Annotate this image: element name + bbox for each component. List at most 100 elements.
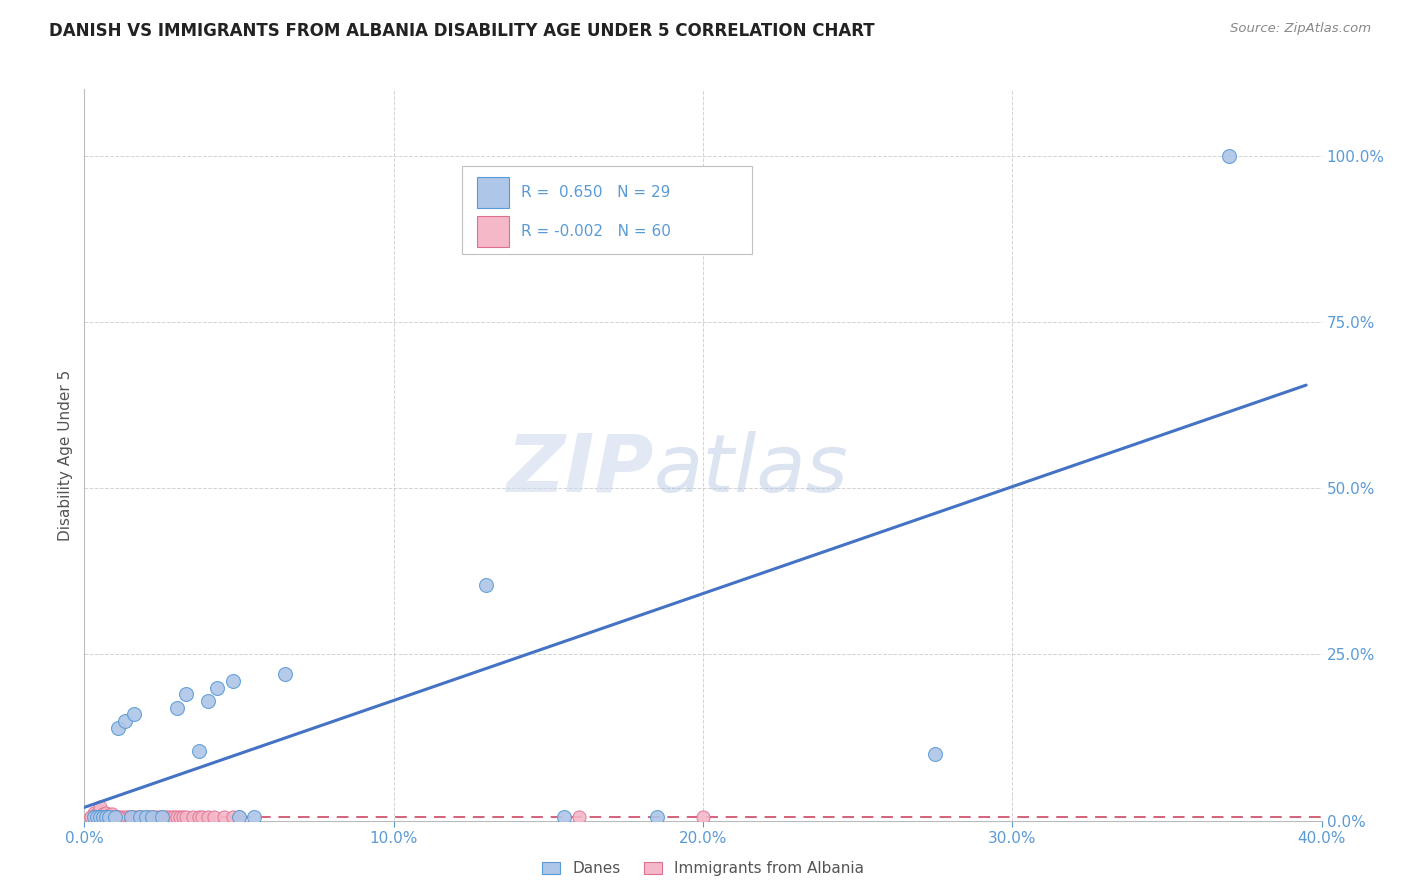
Point xyxy=(553,810,575,824)
Point xyxy=(176,810,198,824)
Point xyxy=(104,810,127,824)
Point xyxy=(89,800,111,814)
Point xyxy=(120,810,142,824)
Point xyxy=(114,714,136,728)
Point xyxy=(156,810,179,824)
Point xyxy=(166,700,188,714)
Point xyxy=(228,810,250,824)
Point xyxy=(692,810,714,824)
Point xyxy=(166,810,188,824)
Point xyxy=(207,681,229,695)
Point xyxy=(129,810,152,824)
Point xyxy=(91,810,114,824)
Point xyxy=(98,808,121,822)
Point xyxy=(243,810,266,824)
Point xyxy=(98,810,121,824)
FancyBboxPatch shape xyxy=(477,177,509,208)
Point xyxy=(150,810,173,824)
Point xyxy=(91,810,114,824)
Point xyxy=(94,805,117,820)
Point xyxy=(89,810,111,824)
Point xyxy=(222,673,245,688)
Point xyxy=(101,810,124,824)
Point xyxy=(86,810,108,824)
Point xyxy=(187,810,209,824)
Point xyxy=(132,810,155,824)
Point xyxy=(104,810,127,824)
Point xyxy=(107,721,129,735)
Text: Source: ZipAtlas.com: Source: ZipAtlas.com xyxy=(1230,22,1371,36)
Point xyxy=(86,807,108,822)
Y-axis label: Disability Age Under 5: Disability Age Under 5 xyxy=(58,369,73,541)
Point xyxy=(191,810,214,824)
Point xyxy=(274,667,297,681)
Point xyxy=(145,810,167,824)
Point xyxy=(187,744,209,758)
Text: atlas: atlas xyxy=(654,431,848,508)
Point xyxy=(135,810,157,824)
Point xyxy=(222,810,245,824)
Point xyxy=(107,810,129,824)
Text: DANISH VS IMMIGRANTS FROM ALBANIA DISABILITY AGE UNDER 5 CORRELATION CHART: DANISH VS IMMIGRANTS FROM ALBANIA DISABI… xyxy=(49,22,875,40)
Point xyxy=(475,577,498,591)
Point xyxy=(122,707,145,722)
Point xyxy=(79,810,101,824)
Point xyxy=(83,808,105,822)
Point xyxy=(163,810,186,824)
Point xyxy=(148,810,170,824)
Point xyxy=(83,810,105,824)
Point xyxy=(98,810,121,824)
Point xyxy=(172,810,194,824)
Point xyxy=(104,810,127,824)
Point xyxy=(101,807,124,822)
Point xyxy=(101,810,124,824)
Point xyxy=(645,810,668,824)
Point xyxy=(176,687,198,701)
Point xyxy=(120,810,142,824)
Point xyxy=(83,805,105,820)
Point xyxy=(94,810,117,824)
Legend: Danes, Immigrants from Albania: Danes, Immigrants from Albania xyxy=(536,855,870,882)
Text: R =  0.650   N = 29: R = 0.650 N = 29 xyxy=(522,185,671,200)
Point xyxy=(202,810,225,824)
Point xyxy=(91,810,114,824)
Point xyxy=(228,810,250,824)
Point xyxy=(160,810,183,824)
Point xyxy=(114,810,136,824)
Point xyxy=(568,810,591,824)
Point xyxy=(104,810,127,824)
Point xyxy=(138,810,160,824)
Text: ZIP: ZIP xyxy=(506,431,654,508)
Point xyxy=(122,810,145,824)
Point xyxy=(125,810,148,824)
Point xyxy=(79,810,101,824)
Point xyxy=(117,810,139,824)
Point xyxy=(107,810,129,824)
FancyBboxPatch shape xyxy=(477,217,509,247)
Text: R = -0.002   N = 60: R = -0.002 N = 60 xyxy=(522,224,671,239)
Point xyxy=(150,810,173,824)
Point xyxy=(181,810,204,824)
Point xyxy=(141,810,163,824)
Point xyxy=(169,810,191,824)
Point xyxy=(197,810,219,824)
Point xyxy=(129,810,152,824)
Point xyxy=(153,810,176,824)
Point xyxy=(94,810,117,824)
FancyBboxPatch shape xyxy=(461,166,752,253)
Point xyxy=(924,747,946,761)
Point xyxy=(89,804,111,818)
Point xyxy=(1218,149,1240,163)
Point xyxy=(141,810,163,824)
Point xyxy=(94,810,117,824)
Point xyxy=(89,810,111,824)
Point xyxy=(135,810,157,824)
Point xyxy=(98,810,121,824)
Point xyxy=(91,807,114,822)
Point xyxy=(212,810,235,824)
Point xyxy=(197,694,219,708)
Point xyxy=(83,810,105,824)
Point xyxy=(86,810,108,824)
Point xyxy=(86,810,108,824)
Point xyxy=(110,810,132,824)
